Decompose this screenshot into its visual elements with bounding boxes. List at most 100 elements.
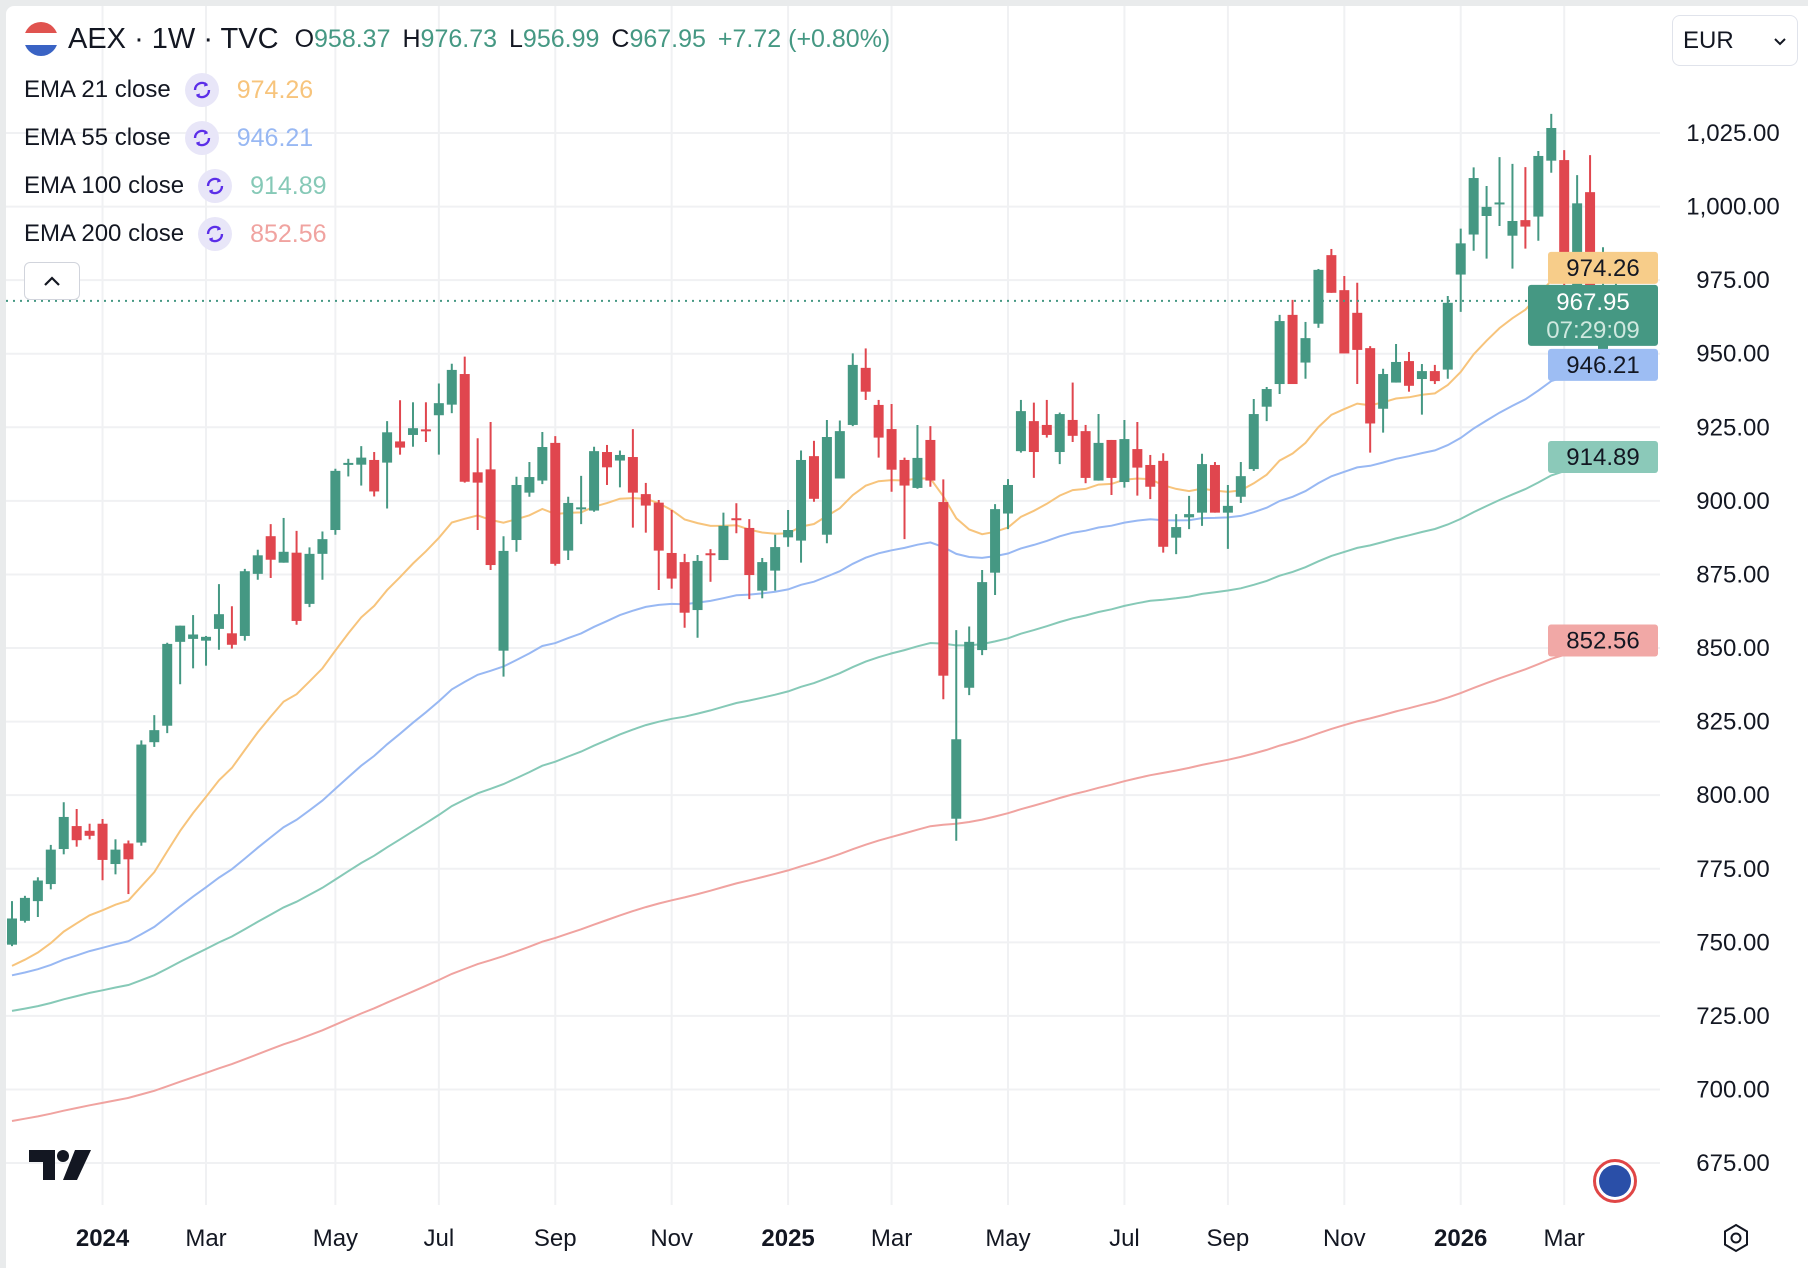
ema-label: EMA 100 close	[24, 172, 185, 199]
refresh-icon[interactable]	[198, 169, 233, 203]
candle-body	[123, 843, 134, 860]
symbol-title[interactable]: AEX · 1W · TVC	[68, 22, 279, 55]
ema-legend-row[interactable]: EMA 21 close 974.26	[24, 66, 890, 114]
bar-countdown-label: 07:29:09	[1546, 317, 1639, 344]
candle-body	[1093, 442, 1104, 481]
candle-body	[925, 439, 936, 481]
price-axis-label: 875.00	[1696, 561, 1769, 588]
candle-up	[1507, 163, 1518, 269]
candle-body	[589, 451, 600, 511]
candle-up	[524, 462, 535, 497]
refresh-icon[interactable]	[198, 217, 233, 251]
price-axis-label: 1,025.00	[1686, 120, 1779, 147]
candle-up	[614, 450, 625, 488]
candle-body	[7, 918, 17, 945]
candle-up	[382, 421, 393, 509]
collapse-legend-button[interactable]	[24, 262, 80, 300]
candle-down	[1352, 282, 1363, 385]
chevron-up-icon	[44, 276, 60, 286]
candle-down	[123, 840, 134, 895]
candle-down	[472, 438, 483, 531]
price-axis-label: 850.00	[1696, 635, 1769, 662]
candle-down	[485, 422, 496, 571]
candle-up	[1300, 321, 1311, 379]
candle-body	[524, 477, 535, 493]
ema-value: 914.89	[250, 171, 327, 200]
candle-up	[188, 615, 199, 669]
tradingview-logo-icon[interactable]	[29, 1148, 93, 1182]
candle-body	[912, 457, 923, 488]
candle-up	[304, 547, 315, 608]
currency-select[interactable]: EUR	[1672, 15, 1798, 66]
candle-body	[990, 509, 1001, 573]
candle-body	[1403, 361, 1414, 386]
candle-body	[498, 550, 509, 651]
candle-body	[666, 552, 677, 579]
candle-body	[485, 469, 496, 566]
ema-value: 852.56	[250, 219, 327, 248]
price-axis-label: 750.00	[1696, 929, 1769, 956]
candle-body	[783, 530, 794, 538]
ema-label: EMA 55 close	[24, 124, 171, 151]
candle-body	[653, 502, 664, 551]
candle-down	[84, 823, 95, 840]
candle-up	[317, 531, 328, 580]
candle-body	[84, 830, 95, 836]
candle-up	[1378, 368, 1389, 433]
candle-body	[149, 730, 160, 743]
candle-up	[278, 517, 289, 563]
candle-up	[912, 424, 923, 489]
candle-body	[1067, 419, 1078, 436]
chevron-down-icon	[1774, 37, 1786, 45]
time-axis-label: Mar	[185, 1225, 226, 1252]
candle-body	[1391, 361, 1402, 383]
time-axis-label: Mar	[1544, 1225, 1585, 1252]
candle-up	[1533, 150, 1544, 241]
candle-up	[834, 420, 845, 479]
ema-legend-row[interactable]: EMA 100 close 914.89	[24, 162, 890, 210]
candle-body	[45, 849, 56, 885]
price-axis[interactable]: 1,025.00 1,000.00 975.00 950.00 925.00 900.00…	[1686, 120, 1779, 1177]
current-price-label: 967.95	[1556, 289, 1629, 316]
candle-up	[446, 363, 457, 414]
candle-body	[1378, 374, 1389, 409]
candle-body	[226, 633, 237, 645]
candle-body	[770, 547, 781, 571]
candle-body	[330, 470, 341, 531]
candle-up	[162, 642, 173, 734]
price-axis-label: 1,000.00	[1686, 194, 1779, 221]
ema-label: EMA 200 close	[24, 220, 185, 247]
candle-body	[1352, 312, 1363, 350]
eu-flag-icon[interactable]	[1593, 1159, 1637, 1203]
price-axis-label: 900.00	[1696, 488, 1769, 515]
candle-down	[899, 457, 910, 540]
candle-up	[1274, 314, 1285, 395]
price-axis-label: 775.00	[1696, 856, 1769, 883]
candle-up	[1455, 228, 1466, 312]
candle-body	[1365, 348, 1376, 424]
candle-up	[1235, 462, 1246, 503]
refresh-icon[interactable]	[184, 121, 219, 155]
chart-settings-icon[interactable]	[1720, 1222, 1752, 1254]
candle-body	[97, 823, 108, 860]
symbol-header[interactable]: AEX · 1W · TVC O958.37 H976.73 L956.99 C…	[24, 18, 890, 60]
candle-body	[1119, 439, 1130, 483]
candle-body	[1106, 439, 1117, 478]
close-value: C967.95	[611, 24, 706, 53]
time-axis[interactable]: 2024 Mar May Jul Sep Nov 2025 Mar May Jul Sep Nov 20…	[76, 1225, 1585, 1252]
candle-up	[537, 432, 548, 485]
candle-body	[1222, 505, 1233, 513]
ema-legend-row[interactable]: EMA 200 close 852.56	[24, 210, 890, 258]
candle-body	[1015, 411, 1026, 452]
candle-body	[1209, 464, 1220, 513]
time-axis-label: Sep	[1207, 1225, 1250, 1252]
candle-body	[718, 525, 729, 561]
candle-up	[1093, 414, 1104, 481]
candle-body	[472, 472, 483, 483]
refresh-icon[interactable]	[184, 73, 219, 107]
ema-legend-row[interactable]: EMA 55 close 946.21	[24, 114, 890, 162]
candle-up	[1481, 185, 1492, 259]
candle-body	[1041, 424, 1052, 435]
candle-body	[1261, 389, 1272, 407]
